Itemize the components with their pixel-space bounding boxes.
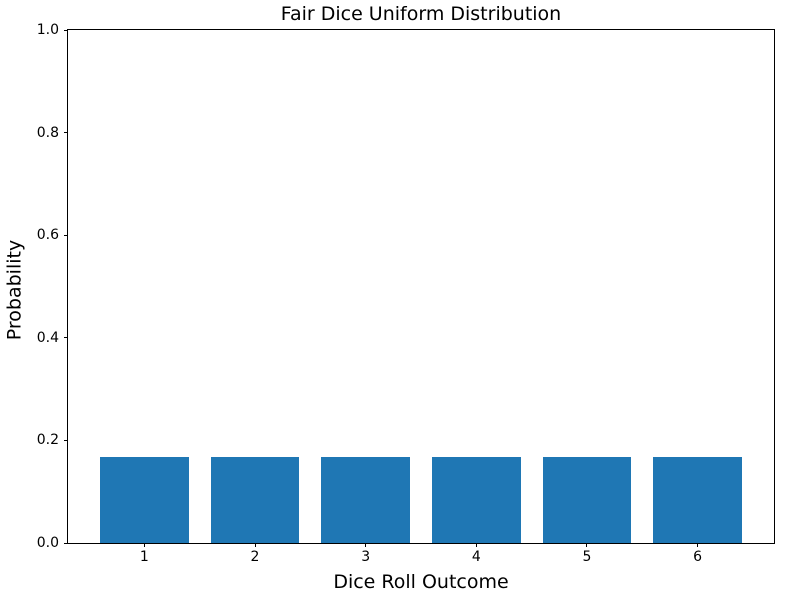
y-tick-1.0 (64, 29, 68, 31)
x-tick-label-6: 6 (693, 549, 703, 565)
bar-outcome-4 (432, 457, 521, 543)
y-tick-0.4 (64, 337, 68, 339)
y-axis-label: Probability (3, 239, 26, 341)
x-tick-6 (697, 543, 699, 547)
bar-outcome-3 (321, 457, 410, 543)
x-tick-4 (475, 543, 477, 547)
x-tick-1 (143, 543, 145, 547)
y-tick-label-0.6: 0.6 (36, 227, 59, 244)
x-tick-label-5: 5 (582, 549, 592, 565)
y-tick-label-0.0: 0.0 (36, 535, 59, 551)
x-tick-label-1: 1 (139, 549, 149, 565)
bar-outcome-1 (100, 457, 189, 543)
y-tick-label-0.8: 0.8 (36, 124, 59, 141)
y-tick-label-1.0: 1.0 (36, 22, 59, 38)
plot-area: 1 2 3 4 5 6 0.0 0.2 0.4 0.6 0.8 1.0 (37, 22, 775, 565)
x-tick-label-4: 4 (471, 549, 481, 565)
y-tick-label-0.2: 0.2 (36, 432, 59, 449)
bar-outcome-2 (210, 457, 300, 543)
y-tick-0.0 (64, 542, 68, 544)
x-tick-label-2: 2 (250, 549, 260, 565)
x-tick-5 (586, 543, 588, 547)
y-tick-0.2 (64, 439, 68, 441)
x-tick-label-3: 3 (361, 549, 371, 565)
y-tick-0.8 (64, 132, 68, 134)
bar-outcome-5 (542, 457, 632, 543)
x-tick-3 (365, 543, 367, 547)
y-tick-label-0.4: 0.4 (36, 329, 59, 346)
x-axis-label: Dice Roll Outcome (333, 571, 509, 593)
chart-title: Fair Dice Uniform Distribution (280, 3, 562, 25)
y-tick-0.6 (64, 234, 68, 236)
bar-outcome-6 (653, 457, 742, 543)
x-tick-2 (254, 543, 256, 547)
